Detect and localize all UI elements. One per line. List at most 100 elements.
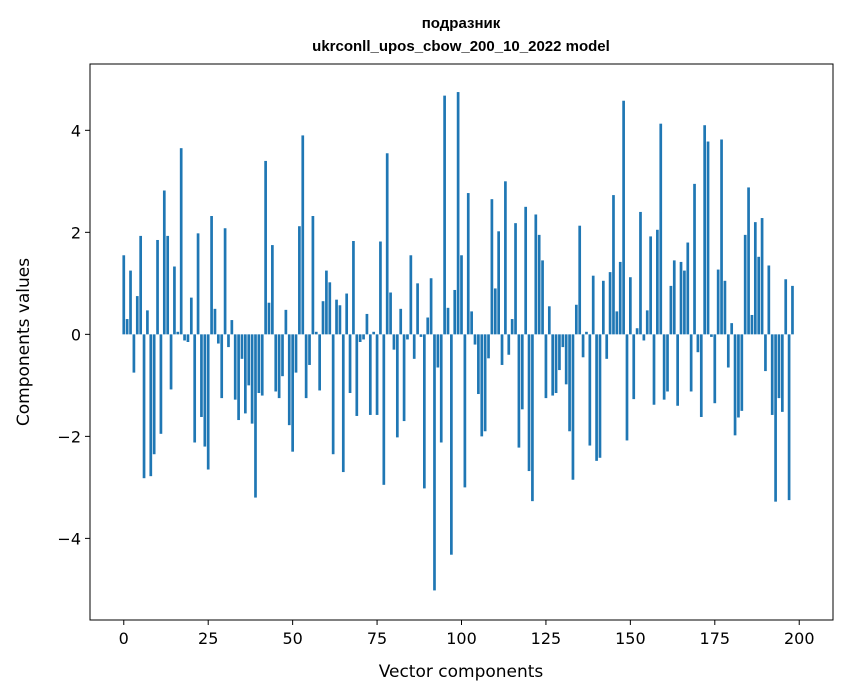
bar-183 — [740, 334, 744, 411]
bar-46 — [277, 334, 281, 399]
bar-29 — [220, 334, 224, 399]
bar-42 — [264, 160, 267, 335]
bar-113 — [504, 181, 507, 335]
bar-119 — [524, 206, 528, 335]
bar-80 — [392, 334, 396, 350]
chart-subtitle: ukrconll_upos_cbow_200_10_2022 model — [312, 38, 610, 55]
bar-68 — [352, 241, 355, 335]
bar-101 — [463, 334, 467, 488]
bar-59 — [321, 301, 325, 335]
bar-70 — [358, 334, 362, 342]
bar-41 — [260, 334, 264, 396]
bar-89 — [423, 334, 426, 489]
y-tick-label: −4 — [57, 529, 81, 548]
bar-44 — [271, 245, 274, 335]
bar-120 — [527, 334, 531, 472]
bar-135 — [578, 225, 582, 335]
bar-67 — [348, 334, 352, 394]
bar-104 — [473, 334, 477, 345]
bar-110 — [493, 288, 497, 335]
bar-98 — [453, 289, 457, 335]
bar-108 — [487, 334, 490, 359]
bar-8 — [149, 334, 153, 477]
bar-148 — [622, 100, 625, 335]
bar-47 — [281, 334, 284, 377]
bar-24 — [203, 334, 207, 447]
bar-169 — [693, 183, 696, 335]
bar-18 — [183, 334, 186, 341]
bar-60 — [325, 270, 328, 335]
y-tick-label: −2 — [57, 427, 81, 446]
bar-62 — [331, 334, 335, 455]
y-axis-ticks: −4 −2 0 2 4 — [57, 121, 90, 548]
bar-167 — [686, 242, 690, 335]
bar-127 — [551, 334, 555, 396]
bar-173 — [706, 141, 710, 335]
y-tick-label: 2 — [71, 223, 81, 242]
bar-166 — [683, 270, 686, 335]
bar-40 — [257, 334, 261, 394]
bar-198 — [791, 285, 794, 335]
bar-159 — [659, 123, 663, 335]
bar-35 — [240, 334, 244, 359]
bar-94 — [439, 334, 443, 443]
bar-38 — [250, 334, 254, 424]
bar-165 — [679, 261, 683, 335]
bar-151 — [632, 334, 636, 400]
bar-107 — [483, 334, 487, 432]
bar-152 — [635, 328, 639, 335]
bar-129 — [558, 334, 561, 371]
bar-69 — [355, 334, 359, 416]
bar-160 — [662, 334, 666, 400]
bar-193 — [774, 334, 777, 502]
bar-34 — [237, 334, 240, 421]
bar-84 — [406, 334, 409, 340]
bar-155 — [645, 310, 649, 335]
bar-149 — [625, 334, 629, 441]
bar-22 — [196, 233, 200, 335]
bar-50 — [291, 334, 294, 452]
bar-181 — [733, 334, 737, 436]
bar-111 — [497, 231, 500, 335]
bar-124 — [541, 260, 544, 335]
bar-79 — [389, 292, 392, 335]
bar-27 — [213, 308, 217, 335]
bar-190 — [764, 334, 767, 372]
bar-3 — [132, 334, 136, 373]
bar-7 — [146, 310, 149, 335]
bar-5 — [139, 235, 143, 335]
bar-56 — [311, 216, 315, 335]
bar-138 — [588, 334, 592, 446]
bar-115 — [510, 319, 514, 335]
bar-6 — [142, 334, 146, 479]
bar-102 — [466, 193, 470, 335]
bar-43 — [267, 302, 271, 335]
bar-1 — [125, 319, 129, 335]
bar-26 — [210, 216, 213, 335]
bar-185 — [747, 187, 750, 335]
x-tick-label: 75 — [367, 629, 387, 648]
bar-83 — [402, 334, 406, 422]
bar-142 — [601, 280, 605, 335]
bar-45 — [274, 334, 278, 392]
bar-189 — [760, 218, 764, 335]
bar-30 — [223, 228, 227, 335]
bar-72 — [365, 313, 369, 335]
bar-4 — [135, 296, 139, 335]
bar-36 — [244, 334, 247, 414]
bar-177 — [720, 139, 723, 335]
bar-19 — [186, 334, 190, 342]
bar-21 — [193, 334, 197, 443]
bar-162 — [669, 285, 673, 335]
bar-125 — [544, 334, 548, 399]
bar-64 — [338, 305, 342, 335]
bar-194 — [777, 334, 781, 399]
bar-106 — [480, 334, 484, 437]
bar-88 — [419, 334, 423, 337]
bar-75 — [375, 334, 379, 415]
bar-103 — [470, 311, 473, 335]
x-tick-label: 100 — [446, 629, 477, 648]
bar-170 — [696, 334, 700, 353]
bar-63 — [335, 299, 338, 335]
